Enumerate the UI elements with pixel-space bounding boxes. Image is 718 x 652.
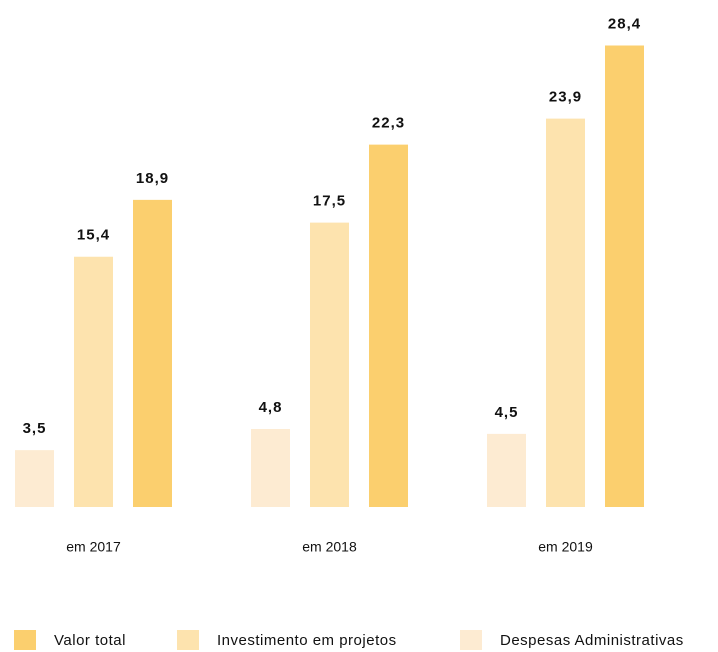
x-tick-label: em 2017: [66, 539, 121, 555]
legend-swatch: [14, 630, 36, 650]
bar: [251, 429, 290, 507]
value-label: 15,4: [77, 227, 110, 244]
bar: [74, 256, 113, 507]
bar: [310, 222, 349, 507]
bar: [546, 118, 585, 507]
value-label: 17,5: [313, 193, 346, 210]
legend-label: Despesas Administrativas: [500, 632, 684, 649]
value-label: 3,5: [23, 420, 47, 437]
value-label: 4,8: [259, 399, 283, 416]
value-label: 28,4: [608, 15, 641, 32]
value-label: 4,5: [495, 404, 519, 421]
value-label: 18,9: [136, 170, 169, 187]
bar: [487, 433, 526, 507]
legend-swatch: [177, 630, 199, 650]
bar: [15, 450, 54, 507]
x-tick-label: em 2018: [302, 539, 357, 555]
value-label: 22,3: [372, 115, 405, 132]
legend-swatch: [460, 630, 482, 650]
x-tick-label: em 2019: [538, 539, 593, 555]
bar: [133, 199, 172, 507]
value-label: 23,9: [549, 89, 582, 106]
bar: [369, 144, 408, 507]
bar: [605, 45, 644, 507]
legend-label: Valor total: [54, 632, 126, 649]
legend-label: Investimento em projetos: [217, 632, 397, 649]
